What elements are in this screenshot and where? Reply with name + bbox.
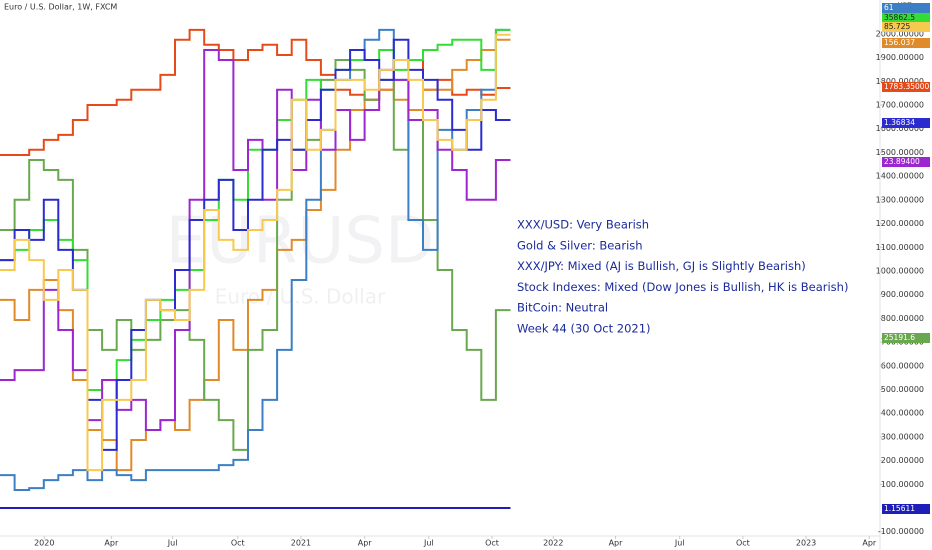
y-tick-label: 1600.00000 <box>876 124 924 133</box>
price-label: 25191.6 <box>884 333 915 342</box>
series-line <box>0 49 511 431</box>
x-tick-label: Oct <box>231 539 245 548</box>
series-group <box>0 28 511 509</box>
y-tick-label: 900.00000 <box>881 290 924 299</box>
y-tick-label: 1200.00000 <box>876 219 924 228</box>
x-tick-label: 2021 <box>291 539 311 548</box>
annotation: Gold & Silver: Bearish <box>517 238 643 252</box>
chart-title: Euro / U.S. Dollar, 1W, FXCM <box>4 3 117 12</box>
x-tick-label: Jul <box>167 539 178 548</box>
y-tick-label: 1700.00000 <box>876 101 924 110</box>
y-tick-label: 1000.00000 <box>876 266 924 275</box>
price-label-box <box>882 22 930 32</box>
y-tick-label: 400.00000 <box>881 409 924 418</box>
y-tick-label: 300.00000 <box>881 432 924 441</box>
price-label-box <box>882 504 930 514</box>
x-tick-label: Jul <box>423 539 434 548</box>
annotation: XXX/USD: Very Bearish <box>517 218 649 232</box>
price-label: 156.037 <box>884 38 915 47</box>
price-label-box <box>882 82 930 92</box>
x-tick-label: 2022 <box>543 539 563 548</box>
price-label: 61 <box>884 3 894 12</box>
y-tick-label: 200.00000 <box>881 456 924 465</box>
x-tick-label: Oct <box>736 539 750 548</box>
watermark-description: Euro / U.S. Dollar <box>215 285 386 309</box>
annotation: XXX/JPY: Mixed (AJ is Bullish, GJ is Sli… <box>517 259 806 273</box>
y-tick-label: 100.00000 <box>881 480 924 489</box>
price-label: 1.15611 <box>884 504 915 513</box>
x-tick-label: Apr <box>609 539 624 548</box>
y-tick-label: -100.00000 <box>878 527 924 536</box>
y-tick-label: 1300.00000 <box>876 195 924 204</box>
x-tick-label: Oct <box>485 539 499 548</box>
y-tick-label: 600.00000 <box>881 361 924 370</box>
price-label: 35862.5 <box>884 13 915 22</box>
y-tick-label: 1800.00000 <box>876 77 924 86</box>
x-tick-label: 2023 <box>796 539 816 548</box>
y-tick-label: 2000.00000 <box>876 29 924 38</box>
price-label: 1783.35000 <box>884 82 930 91</box>
price-label-box <box>882 13 930 23</box>
x-tick-label: 2020 <box>34 539 54 548</box>
y-tick-label: 1500.00000 <box>876 148 924 157</box>
watermark-symbol: EURUSD <box>166 205 435 279</box>
x-tick-label: Apr <box>862 539 877 548</box>
y-tick-label: 1900.00000 <box>876 53 924 62</box>
annotation: BitCoin: Neutral <box>517 301 608 315</box>
y-tick-label: 1400.00000 <box>876 172 924 181</box>
series-line <box>0 33 511 472</box>
price-label-box <box>882 3 930 13</box>
price-label: 1.36834 <box>884 118 915 127</box>
price-label-box <box>882 333 930 343</box>
y-tick-label: 500.00000 <box>881 385 924 394</box>
annotation: Stock Indexes: Mixed (Dow Jones is Bulli… <box>517 280 848 294</box>
y-tick-label: 1100.00000 <box>876 243 924 252</box>
price-label-box <box>882 118 930 128</box>
price-label: 23.89400 <box>884 157 920 166</box>
x-tick-label: Jul <box>674 539 685 548</box>
y-tick-label: 800.00000 <box>881 314 924 323</box>
price-label-box <box>882 38 930 48</box>
x-tick-label: Apr <box>104 539 119 548</box>
series-line <box>0 28 511 491</box>
x-tick-label: Apr <box>358 539 373 548</box>
price-label-box <box>882 157 930 167</box>
annotation: Week 44 (30 Oct 2021) <box>517 322 651 336</box>
price-label: 85.725 <box>884 22 910 31</box>
